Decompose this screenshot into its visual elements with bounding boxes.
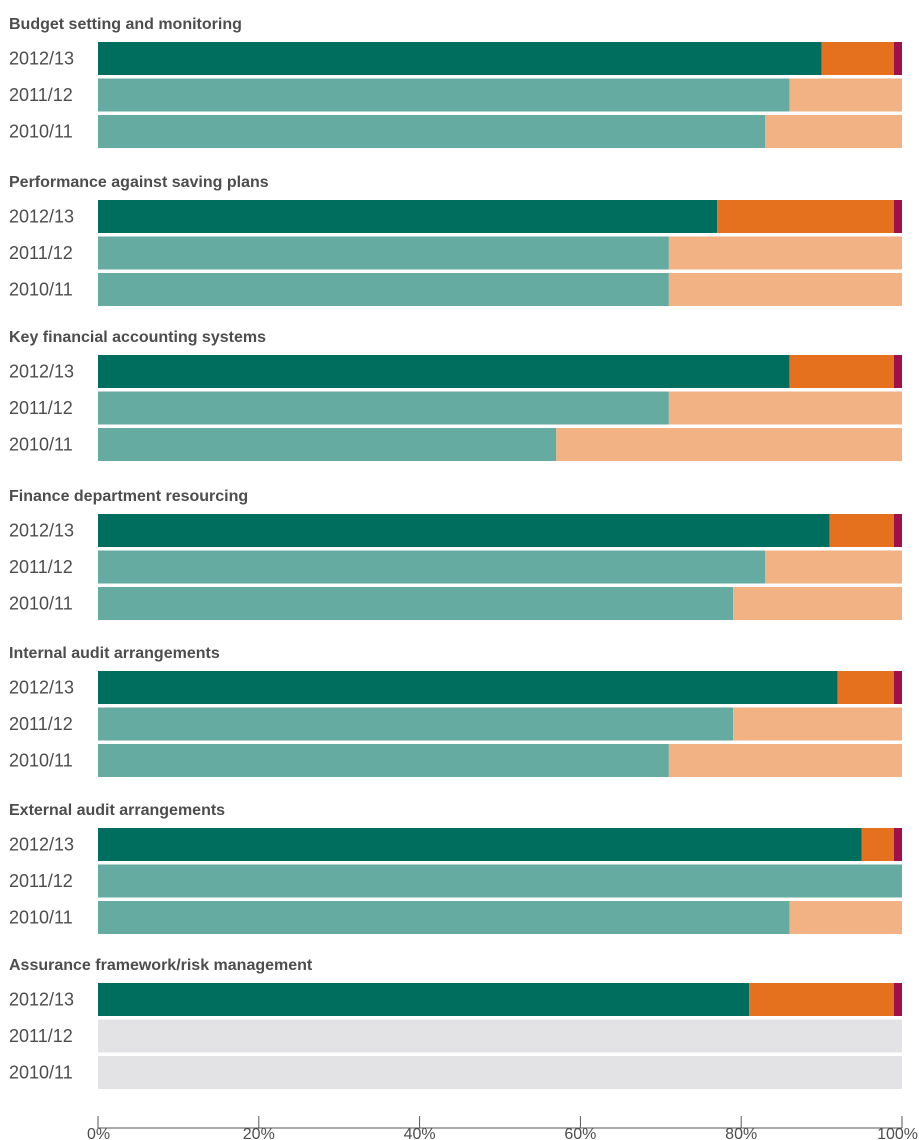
year-label: 2010/11 — [9, 435, 73, 455]
year-label: 2012/13 — [9, 835, 74, 855]
bar-segment — [98, 42, 822, 75]
x-axis: 0% 20% 40% 60% 80% 100% — [87, 1116, 918, 1140]
bar-segment — [893, 355, 902, 388]
group-title: Assurance framework/risk management — [9, 957, 313, 974]
bar-segment — [98, 391, 669, 425]
bar-segment — [98, 200, 718, 233]
bar-segment — [98, 587, 734, 620]
bar-segment — [837, 671, 894, 704]
bar-segment — [98, 983, 750, 1016]
year-label: 2011/12 — [9, 85, 73, 105]
bar-group: Budget setting and monitoring 2012/13 2011… — [9, 16, 902, 148]
bar-segment — [98, 828, 862, 861]
bar-segment — [668, 744, 902, 777]
bar-segment — [829, 514, 894, 547]
bar-segment — [668, 273, 902, 306]
bar-segment — [733, 587, 902, 620]
group-title: Internal audit arrangements — [9, 645, 220, 662]
bar-segment — [98, 864, 902, 898]
x-tick-label: 100% — [877, 1126, 918, 1140]
bar-segment — [861, 828, 894, 861]
group-title: Budget setting and monitoring — [9, 16, 242, 33]
x-tick-label: 40% — [404, 1126, 436, 1140]
x-tick-label: 60% — [564, 1126, 596, 1140]
year-label: 2010/11 — [9, 122, 73, 142]
bar-no-data — [98, 1056, 902, 1089]
bar-segment — [98, 428, 557, 461]
bar-segment — [668, 236, 902, 270]
bar-segment — [98, 78, 790, 112]
year-label: 2012/13 — [9, 362, 74, 382]
year-label: 2012/13 — [9, 678, 74, 698]
bar-group: External audit arrangements 2012/13 2011/1… — [9, 802, 902, 934]
bar-segment — [893, 200, 902, 233]
bar-segment — [765, 115, 902, 148]
bar-segment — [733, 707, 902, 741]
year-label: 2010/11 — [9, 280, 73, 300]
year-label: 2011/12 — [9, 714, 73, 734]
bar-segment — [749, 983, 894, 1016]
bar-segment — [821, 42, 894, 75]
bar-segment — [717, 200, 894, 233]
bar-segment — [98, 671, 838, 704]
x-tick-label: 80% — [725, 1126, 757, 1140]
bar-segment — [668, 391, 902, 425]
year-label: 2011/12 — [9, 398, 73, 418]
year-label: 2011/12 — [9, 871, 73, 891]
bar-segment — [98, 236, 669, 270]
bar-group: Internal audit arrangements 2012/13 2011/1… — [9, 645, 902, 777]
bar-segment — [893, 514, 902, 547]
year-label: 2010/11 — [9, 751, 73, 771]
bar-segment — [765, 550, 902, 584]
bar-segment — [98, 355, 790, 388]
year-label: 2012/13 — [9, 990, 74, 1010]
bar-segment — [789, 78, 902, 112]
x-tick-label: 20% — [243, 1126, 275, 1140]
bar-segment — [789, 355, 894, 388]
bar-segment — [893, 828, 902, 861]
year-label: 2012/13 — [9, 207, 74, 227]
bar-segment — [98, 744, 669, 777]
year-label: 2011/12 — [9, 1026, 73, 1046]
bar-segment — [98, 901, 790, 934]
bar-segment — [556, 428, 902, 461]
bar-segment — [789, 901, 902, 934]
bar-group: Key financial accounting systems 2012/13 2… — [9, 329, 902, 461]
bar-segment — [98, 273, 669, 306]
bar-segment — [98, 550, 766, 584]
bar-segment — [98, 707, 734, 741]
bar-segment — [893, 671, 902, 704]
group-title: Key financial accounting systems — [9, 329, 266, 346]
bar-group: Performance against saving plans 2012/13 2… — [9, 174, 902, 306]
bar-no-data — [98, 1019, 902, 1053]
year-label: 2012/13 — [9, 49, 74, 69]
bar-group: Finance department resourcing 2012/13 2011… — [9, 488, 902, 620]
year-label: 2011/12 — [9, 557, 73, 577]
year-label: 2010/11 — [9, 1063, 73, 1083]
bar-segment — [98, 115, 766, 148]
bar-segment — [893, 983, 902, 1016]
year-label: 2011/12 — [9, 243, 73, 263]
group-title: Performance against saving plans — [9, 174, 269, 191]
x-tick-label: 0% — [87, 1126, 110, 1140]
bar-segment — [893, 42, 902, 75]
year-label: 2010/11 — [9, 594, 73, 614]
bar-group: Assurance framework/risk management 2012/… — [9, 957, 902, 1089]
bar-segment — [98, 514, 830, 547]
group-title: Finance department resourcing — [9, 488, 248, 505]
group-title: External audit arrangements — [9, 802, 225, 819]
year-label: 2012/13 — [9, 521, 74, 541]
year-label: 2010/11 — [9, 908, 73, 928]
